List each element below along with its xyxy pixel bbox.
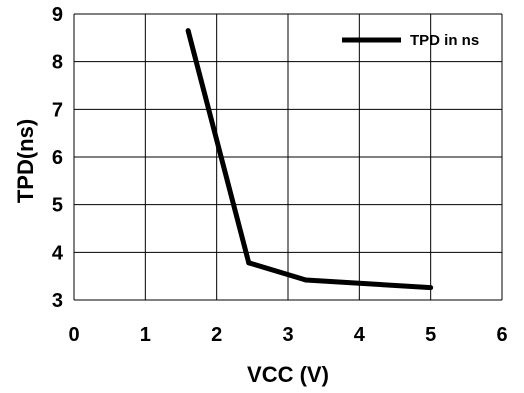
data-point bbox=[303, 277, 309, 283]
x-tick-label: 5 bbox=[425, 324, 436, 346]
y-tick-label: 7 bbox=[52, 99, 63, 121]
y-tick-label: 6 bbox=[52, 147, 63, 169]
x-tick-labels: 0 1 2 3 4 5 6 bbox=[68, 324, 507, 346]
x-tick-label: 0 bbox=[68, 324, 79, 346]
x-tick-label: 4 bbox=[354, 324, 366, 346]
y-tick-label: 3 bbox=[52, 290, 63, 312]
y-tick-label: 4 bbox=[52, 242, 64, 264]
data-point bbox=[246, 260, 252, 266]
series-layer bbox=[185, 28, 434, 291]
legend-label: TPD in ns bbox=[410, 32, 479, 49]
y-tick-label: 5 bbox=[52, 195, 63, 217]
y-tick-label: 9 bbox=[52, 4, 63, 26]
x-tick-label: 2 bbox=[211, 324, 222, 346]
grid bbox=[73, 13, 503, 301]
x-tick-label: 1 bbox=[140, 324, 151, 346]
legend: TPD in ns bbox=[342, 32, 479, 49]
data-point bbox=[185, 28, 191, 34]
y-tick-label: 8 bbox=[52, 52, 63, 74]
series-line bbox=[185, 30, 431, 291]
x-tick-label: 6 bbox=[496, 324, 507, 346]
y-axis-title: TPD(ns) bbox=[13, 119, 38, 203]
x-axis-title: VCC (V) bbox=[247, 362, 329, 387]
x-tick-label: 3 bbox=[282, 324, 293, 346]
y-tick-labels: 3 4 5 6 7 8 9 bbox=[52, 4, 64, 312]
data-point bbox=[428, 285, 434, 291]
